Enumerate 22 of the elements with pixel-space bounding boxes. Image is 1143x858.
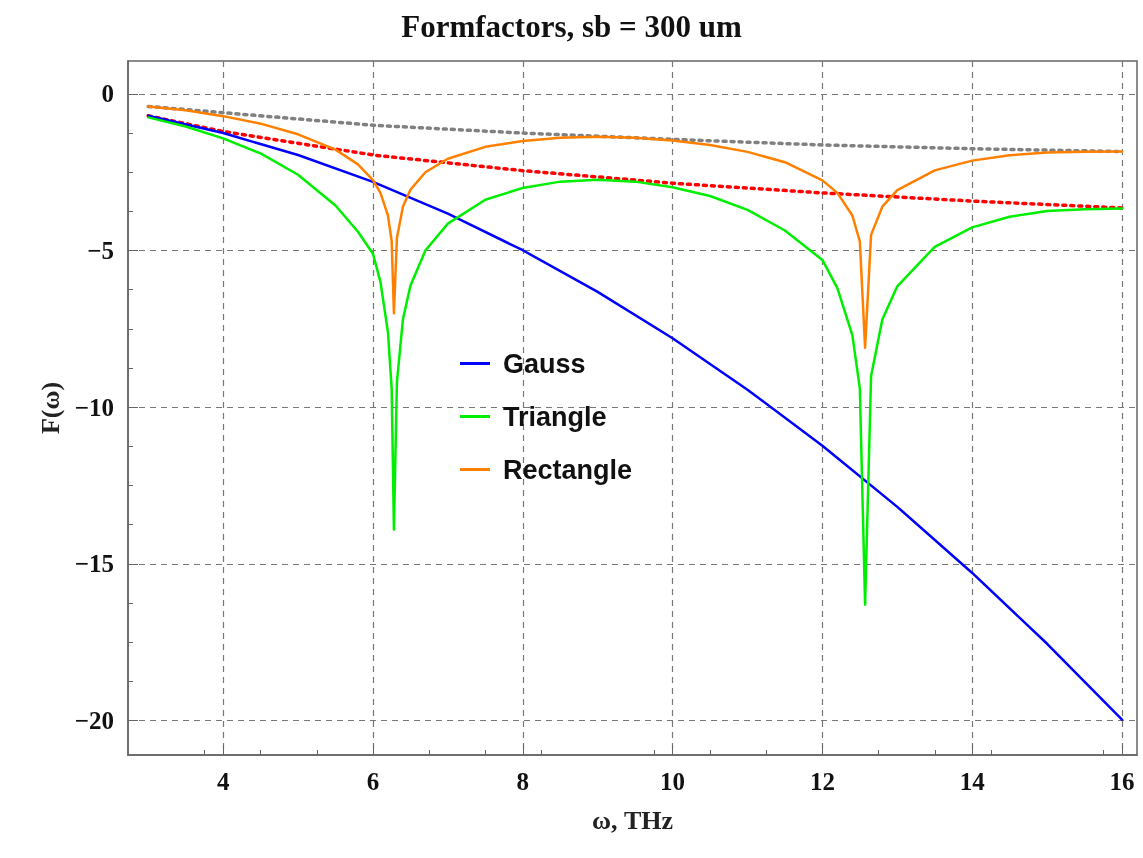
x-tick-label: 12 bbox=[809, 768, 835, 795]
line-series bbox=[146, 116, 1124, 606]
legend-label: Gauss bbox=[503, 348, 586, 379]
line-series bbox=[146, 114, 1124, 210]
y-axis-title: F(ω) bbox=[36, 381, 66, 435]
x-axis-title: ω, THz bbox=[591, 805, 674, 835]
x-tick-label: 10 bbox=[660, 768, 686, 795]
x-tick-label: 8 bbox=[516, 768, 530, 795]
x-tick-label: 16 bbox=[1109, 768, 1135, 795]
legend-label: Rectangle bbox=[503, 454, 633, 485]
y-tick-label: 0 bbox=[101, 80, 114, 108]
x-tick-label: 4 bbox=[216, 768, 230, 795]
chart-title: Formfactors, sb = 300 um bbox=[401, 9, 742, 44]
legend-label: Triangle bbox=[503, 401, 607, 432]
y-tick-label: −5 bbox=[87, 237, 114, 265]
y-tick-label: −20 bbox=[74, 707, 114, 735]
line-series bbox=[146, 114, 1124, 721]
line-series bbox=[146, 105, 1124, 349]
x-tick-label: 14 bbox=[959, 768, 986, 795]
y-tick-label: −10 bbox=[74, 393, 114, 421]
y-tick-label: −15 bbox=[74, 550, 114, 578]
x-tick-label: 6 bbox=[366, 768, 380, 795]
